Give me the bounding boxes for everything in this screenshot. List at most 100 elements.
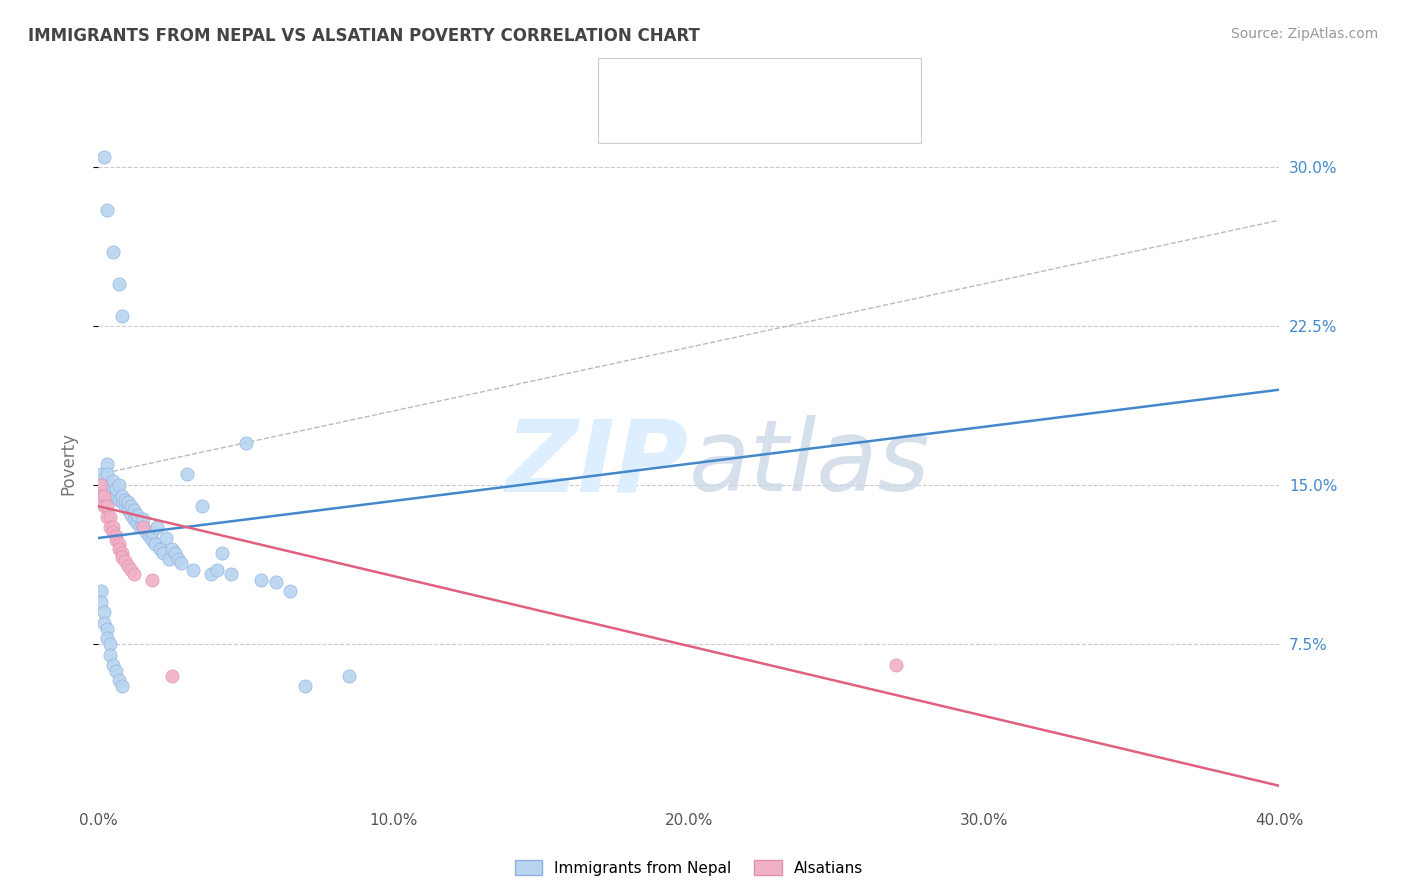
Point [264,575,287,590]
Point [114,554,136,568]
Point [93,605,115,619]
Point [191,500,214,514]
Point [90,584,112,599]
Point [90,594,112,608]
Point [122,503,145,517]
Point [111,679,134,693]
Point [108,492,131,507]
Point [114,500,136,514]
Point [93,478,115,492]
Point [235,435,257,450]
Point [90,467,112,482]
Point [122,567,145,582]
Point [108,277,131,291]
Point [125,516,148,530]
Point [96,500,118,514]
Point [294,679,316,693]
Point [98,520,121,534]
Text: R = -0.428   N = 24: R = -0.428 N = 24 [647,110,813,125]
Point [120,508,142,522]
Point [103,483,125,497]
Point [128,520,150,534]
Point [103,489,125,503]
Point [114,492,136,507]
Point [111,495,134,509]
Point [93,489,115,503]
Point [105,665,128,679]
Point [111,546,134,560]
Point [98,489,121,503]
Legend: Immigrants from Nepal, Alsatians: Immigrants from Nepal, Alsatians [508,852,870,883]
Point [111,549,134,565]
Point [111,309,134,323]
Point [167,552,190,566]
Point [181,563,204,577]
Point [117,558,139,573]
Point [211,546,233,560]
Point [90,489,112,503]
Point [105,483,128,497]
Y-axis label: Poverty: Poverty [59,433,77,495]
Point [108,673,131,687]
Point [162,669,183,683]
Point [96,202,118,217]
Point [138,529,160,543]
Point [103,658,125,673]
Point [219,567,242,582]
Text: Source: ZipAtlas.com: Source: ZipAtlas.com [1230,27,1378,41]
Point [146,520,169,534]
Point [132,520,155,534]
Point [152,546,174,560]
Point [162,541,183,556]
Point [120,563,142,577]
Point [108,537,131,551]
Point [176,467,198,482]
Point [103,520,125,534]
Point [105,533,128,548]
Point [103,474,125,488]
Point [90,478,112,492]
Point [96,467,118,482]
Point [125,508,148,522]
Point [122,512,145,526]
Point [170,557,193,571]
Point [98,509,121,524]
Point [339,669,360,683]
Point [96,509,118,524]
Point [155,531,177,545]
Point [103,244,125,259]
Point [200,567,222,582]
Point [93,615,115,630]
Point [165,546,187,560]
Text: atlas: atlas [689,416,931,512]
Point [103,524,125,539]
Point [93,150,115,164]
Point [117,495,139,509]
Point [149,541,172,556]
Point [120,500,142,514]
Point [157,552,180,566]
Point [884,658,907,673]
Text: IMMIGRANTS FROM NEPAL VS ALSATIAN POVERTY CORRELATION CHART: IMMIGRANTS FROM NEPAL VS ALSATIAN POVERT… [28,27,700,45]
Point [117,503,139,517]
Point [108,541,131,556]
Point [98,478,121,492]
Point [96,622,118,636]
Point [93,500,115,514]
Point [132,520,155,534]
Point [96,457,118,471]
Point [135,524,157,539]
Point [96,631,118,645]
Point [105,529,128,543]
Point [132,512,155,526]
Point [111,489,134,503]
Point [105,489,128,503]
Point [98,637,121,651]
Text: ZIP: ZIP [506,416,689,512]
Point [141,574,163,588]
Text: R =  0.156   N = 72: R = 0.156 N = 72 [647,76,813,91]
Point [108,478,131,492]
Point [141,524,163,539]
Point [98,648,121,662]
Point [205,563,228,577]
